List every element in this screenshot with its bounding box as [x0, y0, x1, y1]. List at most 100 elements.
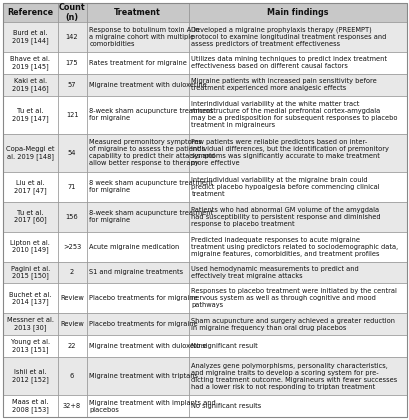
Text: Patients who had abnormal GM volume of the amygdala
had susceptibility to persis: Patients who had abnormal GM volume of t… [191, 207, 380, 227]
Text: 8-week sham acupuncture treatment
for migraine: 8-week sham acupuncture treatment for mi… [89, 108, 213, 121]
Bar [3, 262, 57, 284]
Text: 175: 175 [65, 60, 78, 66]
Bar [86, 313, 189, 335]
Bar [86, 172, 189, 202]
Text: Interindividual variability at the migraine brain could
predict placebo hypoalge: Interindividual variability at the migra… [191, 177, 379, 197]
Text: 142: 142 [65, 34, 78, 40]
Text: 54: 54 [67, 150, 76, 156]
Text: Tu et al.
2019 [147]: Tu et al. 2019 [147] [12, 108, 49, 121]
Text: Copa-Meggi et
al. 2019 [148]: Copa-Meggi et al. 2019 [148] [6, 146, 54, 160]
Text: Main findings: Main findings [267, 8, 328, 17]
Text: Liu et al.
2017 [47]: Liu et al. 2017 [47] [14, 180, 47, 194]
Bar [189, 262, 406, 284]
Bar [86, 395, 189, 417]
Text: Placebo treatments for migraine: Placebo treatments for migraine [89, 321, 197, 327]
Text: Review: Review [60, 295, 84, 302]
Text: Placebo treatments for migraine: Placebo treatments for migraine [89, 295, 197, 302]
Text: Buchet et al.
2014 [137]: Buchet et al. 2014 [137] [9, 291, 52, 305]
Bar [3, 231, 57, 262]
Bar [86, 52, 189, 74]
Text: 8 week sham acupuncture treatment
for migraine: 8 week sham acupuncture treatment for mi… [89, 180, 213, 193]
Bar [86, 262, 189, 284]
Bar [57, 284, 86, 313]
Text: Bhave et al.
2019 [145]: Bhave et al. 2019 [145] [10, 56, 50, 70]
Text: Few patients were reliable predictors based on inter-
individual differences, bu: Few patients were reliable predictors ba… [191, 139, 388, 166]
Bar [189, 357, 406, 395]
Bar [57, 22, 86, 52]
Bar [57, 52, 86, 74]
Text: Treatment: Treatment [114, 8, 161, 17]
Bar [189, 284, 406, 313]
Bar [3, 313, 57, 335]
Bar [3, 335, 57, 357]
Text: Predicted inadequate responses to acute migraine
treatment using predictors rela: Predicted inadequate responses to acute … [191, 236, 398, 257]
Bar [86, 134, 189, 172]
Bar [86, 284, 189, 313]
Bar [57, 202, 86, 231]
Bar [3, 52, 57, 74]
Text: No significant results: No significant results [191, 403, 261, 409]
Text: Maas et al.
2008 [153]: Maas et al. 2008 [153] [12, 399, 49, 413]
Text: Kaki et al.
2019 [146]: Kaki et al. 2019 [146] [12, 78, 49, 92]
Bar [189, 202, 406, 231]
Bar [86, 3, 189, 22]
Text: Acute migraine medication: Acute migraine medication [89, 244, 179, 249]
Bar [3, 172, 57, 202]
Text: 156: 156 [65, 214, 78, 220]
Text: Rates treatment for migraine: Rates treatment for migraine [89, 60, 187, 66]
Text: Migraine treatment with triptans: Migraine treatment with triptans [89, 373, 198, 379]
Text: Sham acupuncture and surgery achieved a greater reduction
in migraine frequency : Sham acupuncture and surgery achieved a … [191, 318, 394, 331]
Bar [57, 313, 86, 335]
Bar [57, 134, 86, 172]
Text: Migraine patients with increased pain sensitivity before
treatment experienced m: Migraine patients with increased pain se… [191, 78, 376, 91]
Text: S1 and migraine treatments: S1 and migraine treatments [89, 270, 183, 276]
Bar [189, 313, 406, 335]
Bar [57, 3, 86, 22]
Bar [57, 172, 86, 202]
Text: 71: 71 [68, 184, 76, 190]
Bar [3, 357, 57, 395]
Bar [57, 74, 86, 96]
Bar [57, 357, 86, 395]
Text: Developed a migraine prophylaxis therapy (PREEMPT)
protocol to examine longitudi: Developed a migraine prophylaxis therapy… [191, 27, 386, 47]
Bar [86, 96, 189, 134]
Text: Utilizes data mining techniques to predict index treatment
effectiveness based o: Utilizes data mining techniques to predi… [191, 56, 387, 69]
Text: Migraine treatment with duloxetine: Migraine treatment with duloxetine [89, 343, 207, 349]
Text: Reference: Reference [7, 8, 53, 17]
Text: 6: 6 [70, 373, 74, 379]
Bar [3, 395, 57, 417]
Bar [189, 134, 406, 172]
Text: 121: 121 [66, 112, 78, 118]
Bar [3, 202, 57, 231]
Bar [189, 52, 406, 74]
Bar [189, 231, 406, 262]
Text: Interindividual variability at the white matter tract
microstructure of the medi: Interindividual variability at the white… [191, 101, 397, 128]
Text: 2: 2 [70, 270, 74, 276]
Text: Analyzes gene polymorphisms, personality characteristics,
and migraine traits to: Analyzes gene polymorphisms, personality… [191, 362, 397, 390]
Bar [189, 96, 406, 134]
Text: No significant result: No significant result [191, 343, 257, 349]
Bar [86, 22, 189, 52]
Bar [3, 284, 57, 313]
Bar [3, 22, 57, 52]
Text: Tu et al.
2017 [60]: Tu et al. 2017 [60] [14, 210, 47, 223]
Bar [189, 335, 406, 357]
Text: Review: Review [60, 321, 84, 327]
Text: Messner et al.
2013 [30]: Messner et al. 2013 [30] [7, 318, 54, 331]
Bar [189, 172, 406, 202]
Bar [3, 3, 57, 22]
Bar [86, 357, 189, 395]
Text: >253: >253 [63, 244, 81, 249]
Bar [189, 74, 406, 96]
Bar [3, 74, 57, 96]
Text: Pagini et al.
2015 [150]: Pagini et al. 2015 [150] [11, 265, 50, 279]
Bar [57, 335, 86, 357]
Bar [86, 74, 189, 96]
Text: Responses to placebo treatment were initiated by the central
nervous system as w: Responses to placebo treatment were init… [191, 289, 396, 308]
Text: Count
(n): Count (n) [58, 3, 85, 22]
Bar [57, 231, 86, 262]
Text: 57: 57 [67, 82, 76, 88]
Bar [3, 134, 57, 172]
Text: Lipton et al.
2010 [149]: Lipton et al. 2010 [149] [10, 240, 50, 253]
Bar [189, 22, 406, 52]
